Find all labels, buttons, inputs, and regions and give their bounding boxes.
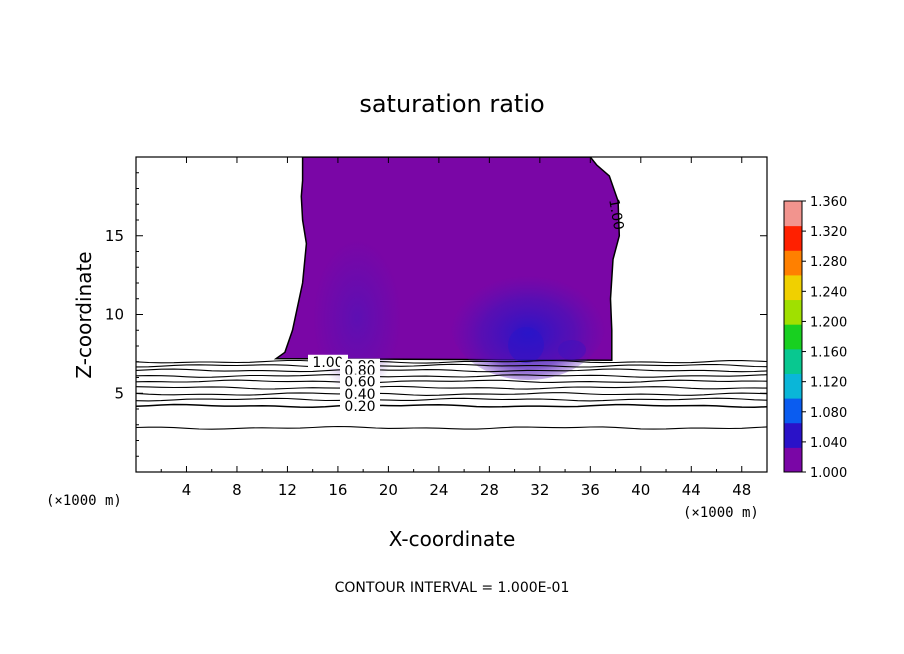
contour-label-bg xyxy=(308,354,348,369)
contour-label-bg xyxy=(340,398,380,413)
contour-line xyxy=(136,363,767,368)
x-tick-label: 40 xyxy=(631,481,650,499)
contour-line xyxy=(136,392,767,396)
contour-label-bg xyxy=(340,363,380,378)
colorbar-tick-label: 1.000 xyxy=(810,466,847,481)
contour-line xyxy=(136,374,767,378)
colorbar-frame xyxy=(783,200,803,473)
colorbar-segment xyxy=(784,348,802,374)
plot-area: 1.000.900.800.600.400.201.00 xyxy=(136,157,767,430)
y-axis-title: Z-coordinate xyxy=(72,251,96,378)
contour-line xyxy=(136,359,767,364)
colorbar-segment xyxy=(784,225,802,251)
colorbar-segment xyxy=(784,324,802,350)
colorbar-tick-label: 1.200 xyxy=(810,315,847,330)
contour-labels: 1.000.900.800.600.400.201.00 xyxy=(308,198,626,415)
colorbar-tick-label: 1.160 xyxy=(810,346,847,361)
x-tick-label: 4 xyxy=(182,481,192,499)
y-axis: 5 10 15 xyxy=(105,172,767,457)
colorbar-segment xyxy=(784,422,802,448)
enhanced-region-right xyxy=(450,264,606,380)
contour-line xyxy=(136,385,767,390)
contour-label-bg xyxy=(340,374,380,389)
enhanced-region-core-2 xyxy=(558,340,586,360)
contour-interval-note: CONTOUR INTERVAL = 1.000E-01 xyxy=(335,580,570,596)
contour-label: 1.00 xyxy=(312,355,343,371)
colorbar-tick-label: 1.240 xyxy=(810,285,847,300)
y-tick-label: 10 xyxy=(105,306,124,324)
contour-line xyxy=(136,379,767,384)
x-tick-label: 32 xyxy=(530,481,549,499)
colorbar-segment xyxy=(784,447,802,473)
x-tick-label: 36 xyxy=(581,481,600,499)
colorbar-segment xyxy=(784,299,802,325)
x-axis: 4 8 12 16 20 24 28 32 36 40 44 48 xyxy=(160,157,751,499)
x-tick-label: 44 xyxy=(682,481,701,499)
x-tick-label: 12 xyxy=(278,481,297,499)
enhanced-region-core xyxy=(508,327,544,363)
colorbar-segment xyxy=(784,250,802,276)
y-tick-label: 15 xyxy=(105,227,124,245)
x-tick-label: 16 xyxy=(328,481,347,499)
colorbar-segment xyxy=(784,373,802,399)
chart-title: saturation ratio xyxy=(359,90,544,118)
colorbar-tick-label: 1.280 xyxy=(810,255,847,270)
x-tick-label: 20 xyxy=(379,481,398,499)
x-tick-label: 28 xyxy=(480,481,499,499)
y-tick-label: 5 xyxy=(114,384,124,402)
x-tick-label: 8 xyxy=(232,481,242,499)
colorbar-tick-label: 1.080 xyxy=(810,406,847,421)
contour-lines xyxy=(136,359,767,430)
colorbar-tick-label: 1.040 xyxy=(810,436,847,451)
contour-line xyxy=(136,397,767,402)
contour-label: 0.60 xyxy=(344,374,375,390)
x-tick-label: 24 xyxy=(429,481,448,499)
contour-line xyxy=(136,368,767,373)
colorbar-tick-label: 1.120 xyxy=(810,376,847,391)
contour-line xyxy=(136,403,767,408)
colorbar: 1.000 1.040 1.080 1.120 1.160 1.200 1.240 1.280… xyxy=(783,195,847,481)
contour-line xyxy=(136,425,767,430)
x-tick-label: 48 xyxy=(732,481,751,499)
x-unit-right: (×1000 m) xyxy=(683,505,759,521)
colorbar-segment xyxy=(784,398,802,424)
colorbar-segment xyxy=(784,201,802,227)
colorbar-segment xyxy=(784,274,802,301)
contour-label-bg xyxy=(340,387,380,402)
x-unit-left: (×1000 m) xyxy=(46,493,122,509)
contour-label: 0.20 xyxy=(344,399,375,415)
x-axis-title: X-coordinate xyxy=(389,527,516,551)
colorbar-tick-label: 1.360 xyxy=(810,195,847,210)
contour-label: 1.00 xyxy=(605,198,626,231)
colorbar-tick-label: 1.320 xyxy=(810,225,847,240)
